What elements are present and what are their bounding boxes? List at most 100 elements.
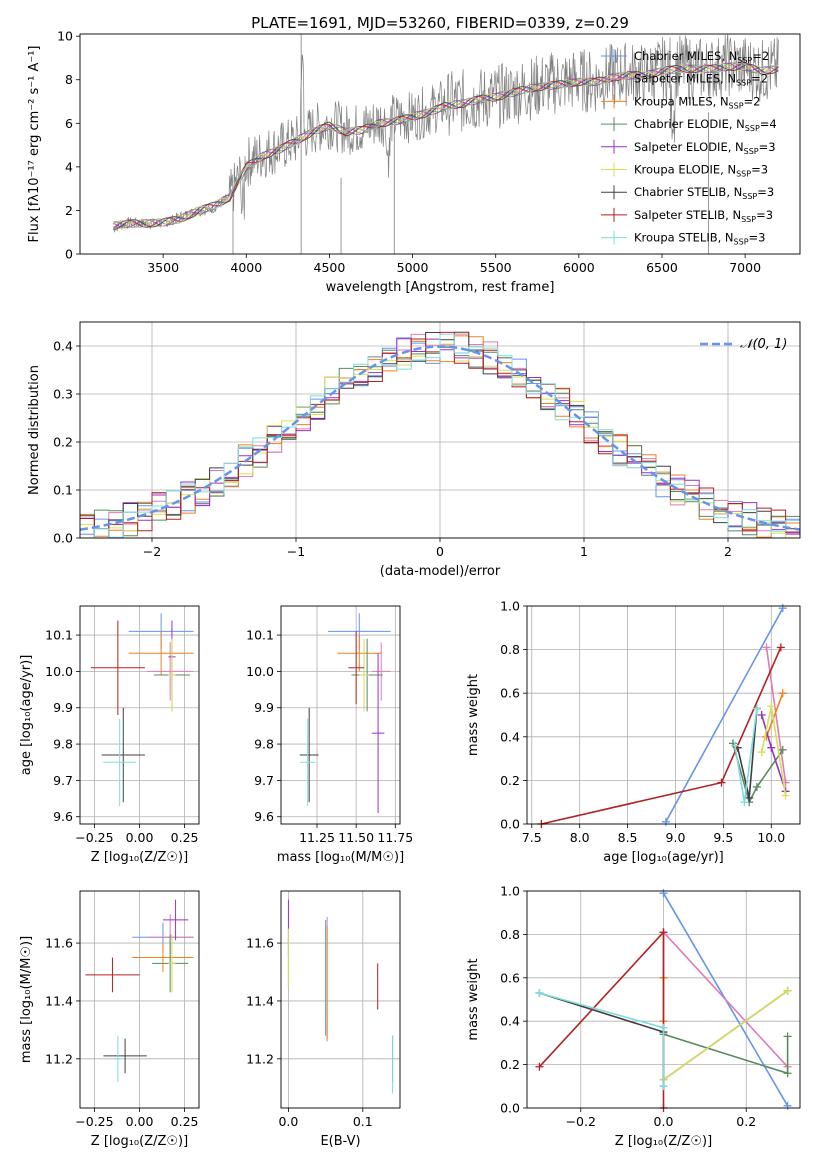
x-tick-label: −1: [287, 544, 305, 559]
weight-marker: [661, 817, 670, 826]
legend-label-value: =3: [749, 231, 766, 245]
x-axis-label: age [log₁₀(age/yr)]: [603, 850, 724, 865]
weight-line: [765, 692, 784, 738]
y-axis-label: mass weight: [466, 958, 481, 1040]
x-tick-label: 2: [724, 544, 732, 559]
model-fit-line: [113, 62, 779, 228]
y-tick-label: 0.4: [500, 729, 520, 744]
x-tick-label: 5500: [480, 260, 512, 275]
legend-label-main: Chabrier ELODIE, N: [634, 117, 745, 131]
x-tick-label: 7000: [729, 260, 761, 275]
panel-weight-vs-age: 7.5 8.0 8.5 9.0 9.5 10.0 0.0 0.2 0.4 0.6 0.8 1.0 age…: [466, 599, 801, 865]
legend-label-sub: SSP: [736, 170, 751, 179]
x-tick-label: −2: [143, 544, 161, 559]
y-axis-label: Flux [fλ10⁻¹⁷ erg cm⁻² s⁻¹ A⁻¹]: [27, 46, 42, 243]
y-tick-label: 11.6: [246, 936, 274, 951]
panel-spectrum: 3500 4000 4500 5000 5500 6000 6500 7000 0 2 4 6 8 10 w…: [27, 14, 801, 295]
x-tick-label: 0.00: [126, 1114, 154, 1129]
x-axis-label: Z [log₁₀(Z/Z☉)]: [91, 1134, 188, 1149]
legend-label: Salpeter ELODIE, NSSP=3: [634, 140, 776, 156]
legend-label-sub: SSP: [737, 56, 752, 65]
y-tick-label: 11.6: [45, 936, 73, 951]
weight-line: [662, 930, 789, 1068]
legend-label-sub: SSP: [729, 101, 744, 110]
x-tick-label: 0.25: [171, 830, 199, 845]
y-tick-label: 0.4: [53, 339, 73, 354]
x-tick-label: 8.5: [618, 830, 638, 845]
weight-marker: [783, 1101, 792, 1110]
legend-label: Chabrier ELODIE, NSSP=4: [634, 117, 777, 133]
legend-label: Salpeter MILES, NSSP=2: [634, 72, 768, 88]
weight-marker: [659, 889, 668, 898]
weight-marker: [745, 793, 754, 802]
legend-label-sub: SSP: [734, 238, 749, 247]
y-tick-label: 9.6: [53, 809, 73, 824]
observed-spectrum: [112, 33, 779, 233]
x-axis-label: mass [log₁₀(M/M☉)]: [277, 850, 404, 865]
x-axis-label: Z [log₁₀(Z/Z☉)]: [91, 850, 188, 865]
weight-line: [539, 992, 665, 1087]
axes-frame: [79, 890, 200, 1109]
axes-frame: [280, 605, 401, 825]
weight-line: [538, 930, 665, 1108]
x-tick-label: 10.0: [757, 830, 785, 845]
y-tick-label: 0.4: [500, 1014, 520, 1029]
weight-marker: [659, 928, 668, 937]
legend-label-sub: SSP: [744, 147, 759, 156]
axes-frame: [79, 33, 801, 255]
legend-label-sub: SSP: [741, 215, 756, 224]
weight-marker: [778, 604, 787, 613]
axes-frame: [79, 605, 200, 825]
y-tick-label: 0.6: [500, 970, 520, 985]
y-tick-label: 0.8: [500, 642, 520, 657]
x-tick-label: −0.25: [75, 1114, 113, 1129]
legend-label-value: =4: [760, 117, 777, 131]
weight-marker: [781, 791, 790, 800]
weight-marker: [757, 748, 766, 757]
y-tick-label: 9.9: [53, 700, 73, 715]
y-tick-label: 0: [65, 247, 73, 262]
panel-weight-vs-Z: −0.2 0.0 0.2 0.0 0.2 0.4 0.6 0.8 1.0 Z [log₁₀(Z/Z…: [466, 884, 801, 1149]
x-tick-label: 8.0: [570, 830, 590, 845]
y-tick-label: 1.0: [500, 599, 520, 614]
x-tick-label: 6500: [646, 260, 678, 275]
x-tick-label: 11.50: [338, 830, 374, 845]
x-tick-label: 0.1: [353, 1114, 373, 1129]
weight-marker: [783, 986, 792, 995]
x-tick-label: 4000: [230, 260, 262, 275]
y-tick-label: 0.6: [500, 686, 520, 701]
weight-marker: [778, 745, 787, 754]
legend-label-value: =2: [751, 72, 768, 86]
y-tick-label: 11.4: [246, 993, 274, 1008]
y-tick-label: 0.8: [500, 927, 520, 942]
axes-frame: [526, 605, 801, 825]
legend-label-value: =3: [756, 208, 773, 222]
weight-marker: [659, 1082, 668, 1091]
y-tick-label: 8: [65, 72, 73, 87]
weight-marker: [762, 732, 771, 741]
y-tick-label: 1.0: [500, 884, 520, 899]
legend-label-value: =2: [752, 49, 769, 63]
x-tick-label: 4500: [314, 260, 346, 275]
x-tick-label: 0: [436, 544, 444, 559]
y-tick-label: 10.0: [45, 664, 73, 679]
y-tick-label: 10: [57, 29, 73, 44]
x-tick-label: 6000: [563, 260, 595, 275]
weight-line: [765, 647, 787, 783]
y-tick-label: 0.0: [53, 531, 73, 546]
y-tick-label: 10.1: [246, 628, 274, 643]
x-tick-label: −0.2: [566, 1114, 596, 1129]
residual-histogram: [80, 335, 800, 538]
legend-label: Kroupa MILES, NSSP=2: [634, 94, 760, 110]
panel-mass-vs-EBV: 0.0 0.1 11.2 11.4 11.6 E(B-V): [246, 890, 401, 1149]
x-axis-label: Z [log₁₀(Z/Z☉)]: [615, 1134, 712, 1149]
x-tick-label: 9.0: [666, 830, 686, 845]
axes-frame: [280, 890, 401, 1109]
y-tick-label: 0.2: [500, 1057, 520, 1072]
y-axis-label: mass weight: [466, 674, 481, 756]
x-axis-label: E(B-V): [320, 1134, 360, 1149]
y-tick-label: 9.7: [53, 773, 73, 788]
y-tick-label: 0.3: [53, 387, 73, 402]
y-axis-label: age [log₁₀(age/yr)]: [19, 655, 34, 776]
